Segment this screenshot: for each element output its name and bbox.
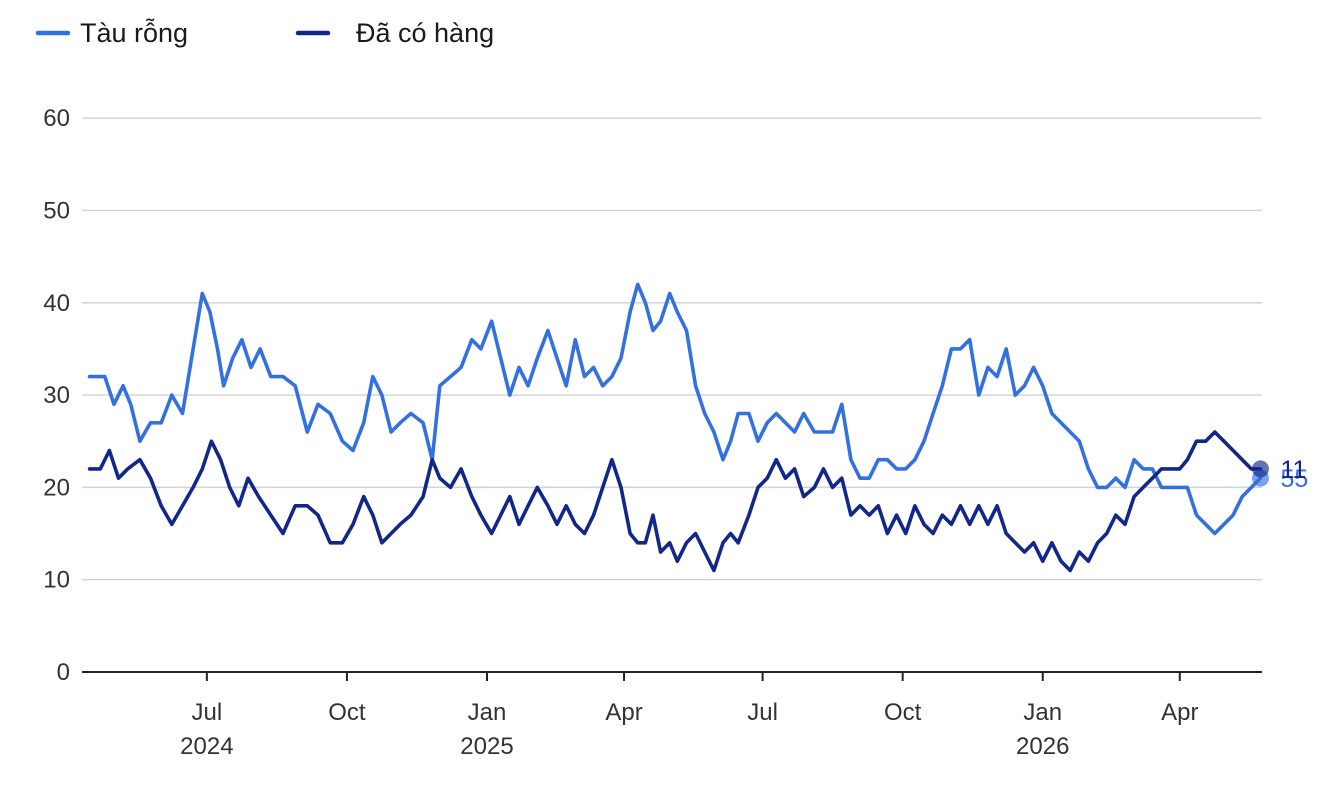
- y-axis: 0 10 20 30 40 50 60: [43, 105, 70, 686]
- x-tick-year-label: 2026: [1016, 733, 1069, 760]
- legend: Tàu rỗng Đã có hàng: [35, 17, 494, 48]
- end-marker: [1251, 460, 1269, 478]
- y-tick-label: 0: [57, 659, 70, 686]
- series-line: [87, 430, 1263, 573]
- x-tick-label: Apr: [605, 699, 642, 726]
- x-tick-label: Oct: [884, 699, 922, 726]
- legend-label: Tàu rỗng: [80, 17, 188, 48]
- y-tick-label: 60: [43, 105, 70, 132]
- end-value-label: 55: [1280, 465, 1308, 493]
- x-tick-year-label: 2025: [460, 733, 513, 760]
- y-tick-label: 20: [43, 474, 70, 501]
- end-value-label: 11: [1280, 456, 1306, 484]
- legend-label: Đã có hàng: [356, 18, 494, 48]
- y-tick-label: 40: [43, 290, 70, 317]
- x-tick-label: Jan: [468, 699, 507, 726]
- series-line: [87, 282, 1263, 536]
- series-lines: [87, 282, 1263, 573]
- x-tick-label: Apr: [1161, 699, 1198, 726]
- x-tick-label: Jul: [747, 699, 778, 726]
- y-tick-label: 50: [43, 197, 70, 224]
- y-tick-label: 10: [43, 567, 70, 594]
- y-tick-label: 30: [43, 382, 70, 409]
- x-tick-year-label: 2024: [180, 733, 233, 760]
- x-tick-label: Jan: [1023, 699, 1062, 726]
- x-tick-label: Jul: [192, 699, 223, 726]
- x-axis: Jul 2024 Oct Jan 2025 Apr Jul Oct Jan 2026 Apr: [82, 671, 1262, 760]
- x-tick-label: Oct: [328, 699, 366, 726]
